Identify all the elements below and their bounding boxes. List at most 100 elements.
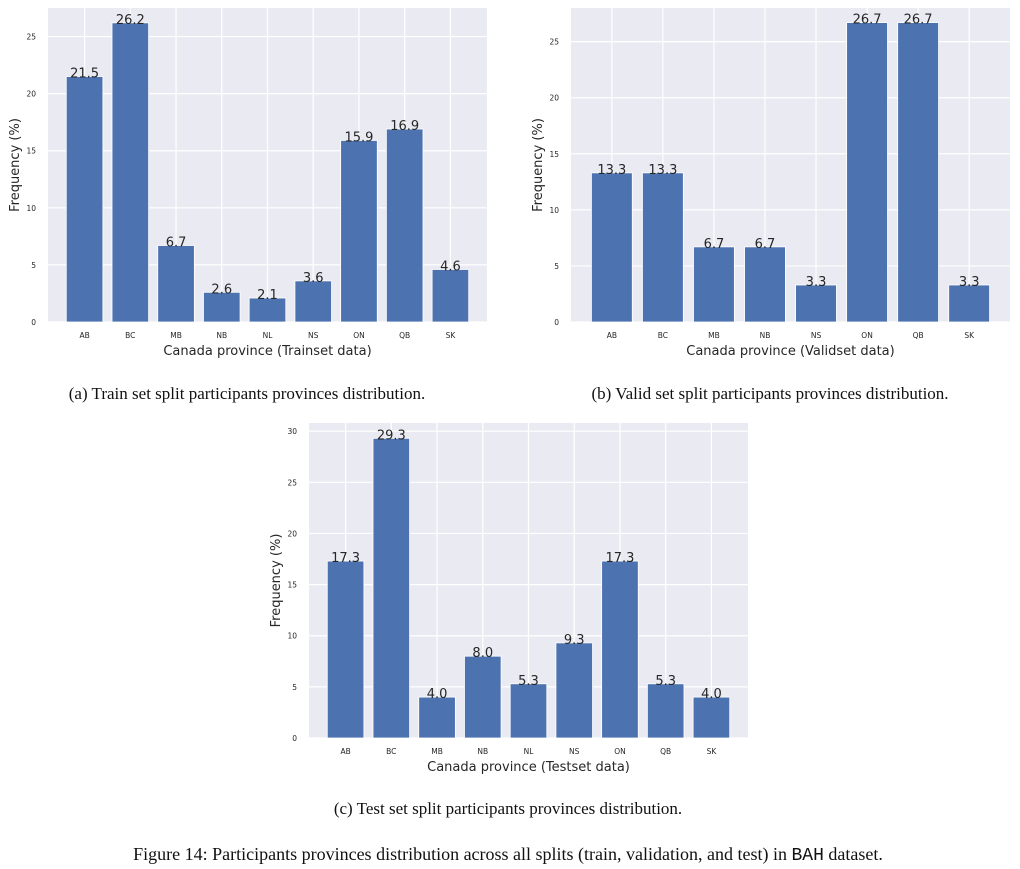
figure-caption: Figure 14: Participants provinces distri… <box>133 844 883 866</box>
y-tick-label: 10 <box>549 206 559 215</box>
x-tick-label: QB <box>660 747 671 756</box>
y-tick-label: 25 <box>549 38 559 47</box>
bar-NL <box>248 297 287 323</box>
x-tick-label: AB <box>79 331 89 340</box>
y-tick-label: 15 <box>549 150 559 159</box>
data-label-NB: 8.0 <box>472 646 493 661</box>
x-axis-label: Canada province (Testset data) <box>427 760 630 775</box>
bar-ON <box>601 560 639 739</box>
x-tick-label: MB <box>708 331 720 340</box>
y-tick-label: 25 <box>287 478 297 487</box>
x-tick-label: SK <box>446 331 457 340</box>
y-axis-label: Frequency (%) <box>531 118 546 212</box>
x-tick-label: BC <box>125 331 135 340</box>
data-label-QB: 5.3 <box>655 674 676 689</box>
data-label-MB: 6.7 <box>704 237 725 252</box>
y-tick-label: 5 <box>31 261 36 270</box>
chart-train: 0 5 10 15 20 25 21.5 AB 26.2 BC 6.7 MB 2.6 NB 2.1 NL 3.6… <box>8 8 487 359</box>
data-label-NS: 9.3 <box>564 633 585 648</box>
data-label-NB: 6.7 <box>755 237 776 252</box>
x-tick-label: BC <box>386 747 396 756</box>
x-tick-label: NB <box>477 747 488 756</box>
data-label-NL: 5.3 <box>518 674 539 689</box>
bar-QB <box>897 22 939 323</box>
y-tick-label: 15 <box>26 147 36 156</box>
x-tick-label: ON <box>861 331 873 340</box>
y-tick-label: 10 <box>26 204 36 213</box>
caption-test: (c) Test set split participants province… <box>333 799 683 818</box>
y-tick-label: 15 <box>287 581 297 590</box>
bar-MB <box>418 696 456 739</box>
x-tick-label: NL <box>524 747 535 756</box>
bar-SK <box>692 696 731 739</box>
data-label-ON: 17.3 <box>605 551 634 566</box>
bar-AB <box>591 172 633 323</box>
chart-valid: 0 5 10 15 20 25 13.3 AB 13.3 BC 6.7 MB 6.7 NB 3.3 NS 26.… <box>531 8 1010 359</box>
bar-NB <box>744 246 786 323</box>
bar-NL <box>509 683 548 739</box>
x-tick-label: NS <box>569 747 580 756</box>
bar-AB <box>326 560 365 739</box>
data-label-AB: 13.3 <box>597 163 626 178</box>
x-axis-label: Canada province (Trainset data) <box>163 344 371 359</box>
data-label-BC: 13.3 <box>648 163 677 178</box>
bar-NB <box>203 291 241 323</box>
y-tick-label: 25 <box>26 33 36 42</box>
x-tick-label: SK <box>707 747 718 756</box>
x-tick-label: ON <box>353 331 365 340</box>
plot-background <box>571 8 1010 322</box>
data-label-QB: 16.9 <box>390 119 419 134</box>
y-tick-label: 20 <box>549 94 559 103</box>
data-label-AB: 21.5 <box>70 67 99 82</box>
caption-valid: (b) Valid set split participants provinc… <box>591 384 949 403</box>
bar-QB <box>646 683 685 739</box>
bar-QB <box>385 128 424 323</box>
data-label-MB: 4.0 <box>427 687 448 702</box>
caption-train: (a) Train set split participants provinc… <box>68 384 426 403</box>
bar-NB <box>464 655 502 739</box>
y-axis-label: Frequency (%) <box>269 534 284 628</box>
bar-BC <box>111 22 150 323</box>
bar-NS <box>795 284 837 323</box>
data-label-BC: 26.2 <box>116 13 145 28</box>
bar-BC <box>372 437 411 739</box>
y-tick-label: 20 <box>26 90 36 99</box>
x-tick-label: BC <box>658 331 668 340</box>
x-tick-label: NL <box>263 331 274 340</box>
data-label-SK: 3.3 <box>959 275 980 290</box>
y-tick-label: 0 <box>554 318 559 327</box>
y-tick-label: 5 <box>554 262 559 271</box>
data-label-NS: 3.6 <box>303 271 324 286</box>
dataset-name: BAH <box>791 846 824 866</box>
x-tick-label: NS <box>308 331 319 340</box>
y-tick-label: 30 <box>287 427 297 436</box>
x-tick-label: MB <box>431 747 443 756</box>
data-label-QB: 26.7 <box>904 13 933 28</box>
data-label-SK: 4.0 <box>701 687 722 702</box>
bar-MB <box>693 246 735 323</box>
bar-MB <box>157 245 195 323</box>
x-tick-label: NS <box>811 331 822 340</box>
bar-BC <box>642 172 684 323</box>
data-label-AB: 17.3 <box>331 551 360 566</box>
bar-SK <box>431 269 470 323</box>
data-label-NS: 3.3 <box>806 275 827 290</box>
data-label-SK: 4.6 <box>440 259 461 274</box>
x-tick-label: AB <box>607 331 617 340</box>
y-tick-label: 0 <box>292 734 297 743</box>
x-tick-label: MB <box>170 331 182 340</box>
x-tick-label: SK <box>964 331 975 340</box>
data-label-ON: 26.7 <box>853 13 882 28</box>
x-tick-label: ON <box>614 747 626 756</box>
y-tick-label: 5 <box>292 683 297 692</box>
data-label-NL: 2.1 <box>257 288 278 303</box>
bar-SK <box>948 284 990 323</box>
x-tick-label: NB <box>216 331 227 340</box>
x-tick-label: AB <box>340 747 350 756</box>
y-tick-label: 10 <box>287 632 297 641</box>
data-label-ON: 15.9 <box>344 130 373 145</box>
data-label-BC: 29.3 <box>377 428 406 443</box>
x-tick-label: QB <box>913 331 924 340</box>
data-label-NB: 2.6 <box>211 282 232 297</box>
bar-ON <box>846 22 888 323</box>
